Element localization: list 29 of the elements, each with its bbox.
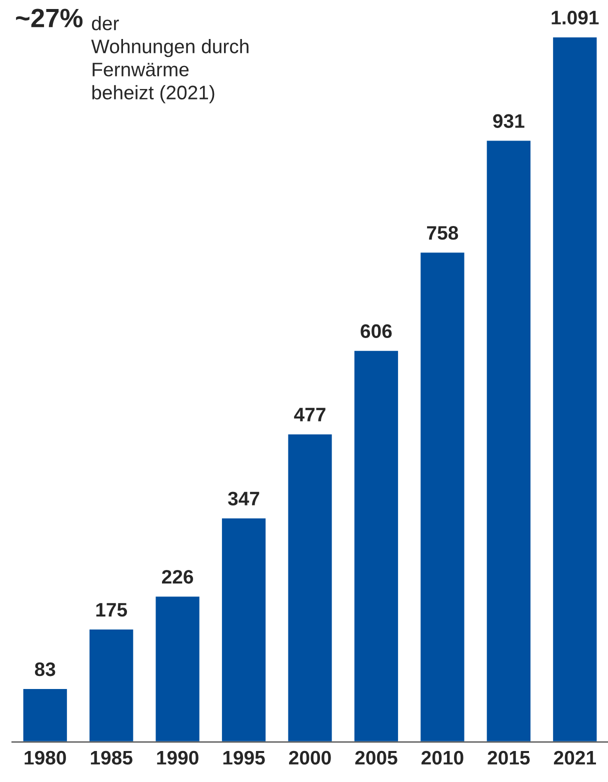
data-label: 1.091 bbox=[552, 10, 599, 24]
bar bbox=[286, 432, 334, 742]
data-label: 606 bbox=[360, 324, 392, 338]
bar bbox=[220, 516, 267, 742]
data-label: 175 bbox=[96, 603, 128, 617]
x-tick-label: 2021 bbox=[554, 750, 596, 765]
x-tick-label: 2005 bbox=[355, 750, 398, 765]
data-label: 758 bbox=[427, 226, 458, 240]
x-tick-label: 1980 bbox=[24, 750, 66, 765]
bar bbox=[485, 139, 532, 742]
data-label: 477 bbox=[294, 408, 326, 422]
x-tick-label: 2010 bbox=[421, 750, 464, 765]
x-tick-label: 1985 bbox=[90, 750, 132, 765]
annotation: der Wohnungen durch Fernwärme beheizt (2021) bbox=[91, 16, 248, 104]
x-tick-label: 2000 bbox=[289, 750, 331, 765]
text: ~27% bbox=[16, 8, 83, 28]
x-tick-label: 2015 bbox=[488, 750, 530, 765]
bar bbox=[22, 688, 68, 742]
bar bbox=[88, 628, 135, 742]
bar bbox=[419, 251, 466, 742]
data-label: 83 bbox=[34, 662, 56, 676]
data-label: 226 bbox=[162, 570, 194, 584]
data-label: 931 bbox=[493, 114, 524, 128]
bar bbox=[552, 36, 598, 742]
x-tick-label: 1990 bbox=[157, 750, 198, 765]
x-tick-label: 1995 bbox=[223, 750, 265, 765]
bar bbox=[353, 350, 400, 742]
bar bbox=[154, 595, 201, 742]
data-label: 347 bbox=[228, 492, 260, 506]
